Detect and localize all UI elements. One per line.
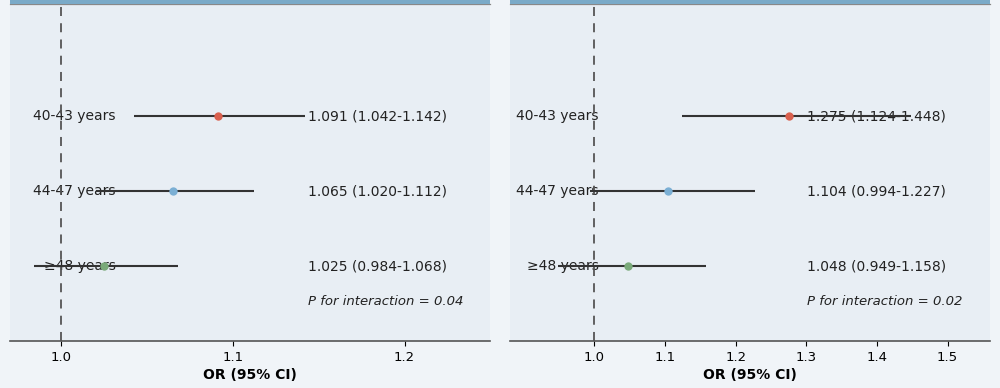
FancyBboxPatch shape bbox=[10, 0, 490, 4]
Text: 1.025 (0.984-1.068): 1.025 (0.984-1.068) bbox=[308, 260, 447, 274]
Text: 40-43 years: 40-43 years bbox=[516, 109, 598, 123]
Text: P for interaction = 0.04: P for interaction = 0.04 bbox=[308, 294, 463, 308]
FancyBboxPatch shape bbox=[510, 0, 990, 4]
X-axis label: OR (95% CI): OR (95% CI) bbox=[203, 368, 297, 382]
Text: 1.104 (0.994-1.227): 1.104 (0.994-1.227) bbox=[807, 184, 946, 198]
Text: ≥48 years: ≥48 years bbox=[44, 260, 116, 274]
Text: 40-43 years: 40-43 years bbox=[33, 109, 116, 123]
Text: 1.275 (1.124-1.448): 1.275 (1.124-1.448) bbox=[807, 109, 946, 123]
Text: ≥48 years: ≥48 years bbox=[527, 260, 598, 274]
Text: P for interaction = 0.02: P for interaction = 0.02 bbox=[807, 294, 963, 308]
Text: 1.091 (1.042-1.142): 1.091 (1.042-1.142) bbox=[308, 109, 447, 123]
Text: 1.048 (0.949-1.158): 1.048 (0.949-1.158) bbox=[807, 260, 947, 274]
Text: 1.065 (1.020-1.112): 1.065 (1.020-1.112) bbox=[308, 184, 447, 198]
Text: 44-47 years: 44-47 years bbox=[33, 184, 116, 198]
Text: 44-47 years: 44-47 years bbox=[516, 184, 598, 198]
X-axis label: OR (95% CI): OR (95% CI) bbox=[703, 368, 797, 382]
